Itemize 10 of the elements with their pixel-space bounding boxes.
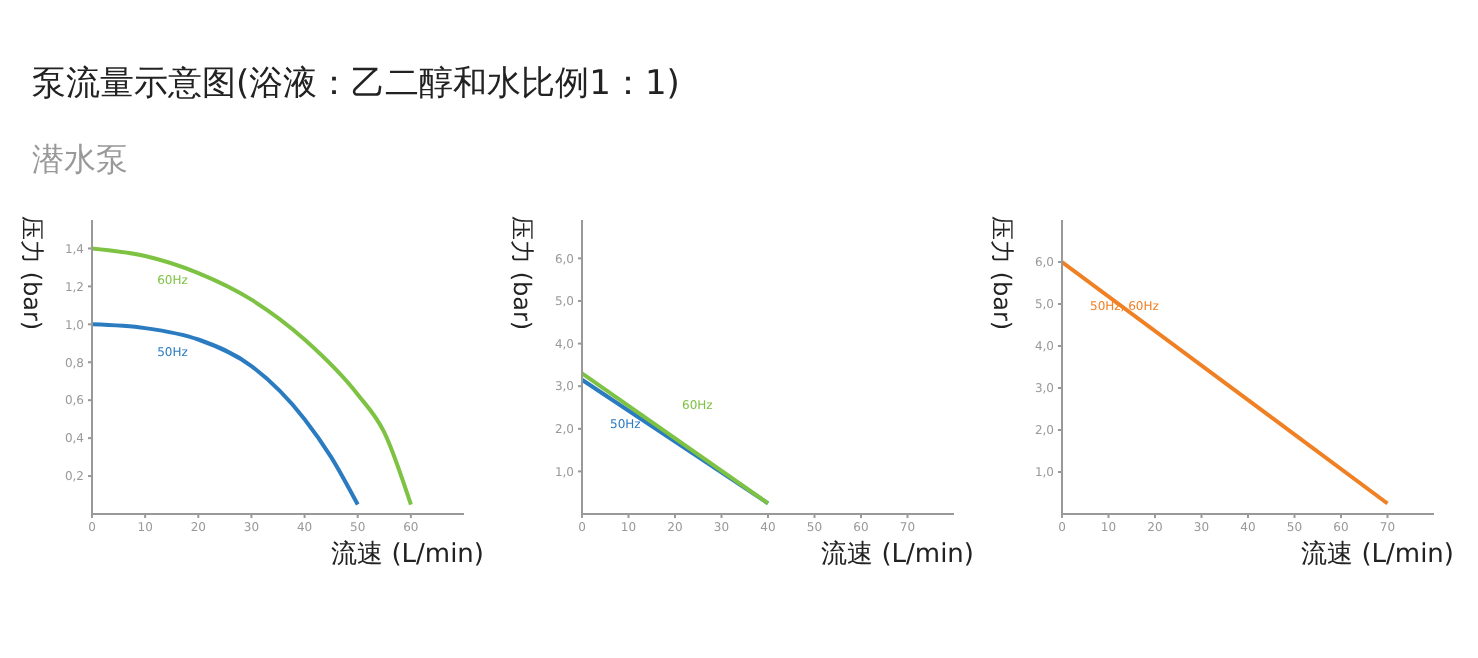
y-axis-title: 压力 (bar) — [506, 216, 538, 331]
x-axis-title: 流速 (L/min) — [1301, 538, 1454, 572]
chart-subtitle: 潜水泵 — [32, 140, 128, 182]
line-series — [92, 322, 360, 507]
x-axis-title: 流速 (L/min) — [821, 538, 974, 572]
line-series — [92, 246, 413, 507]
y-axis-title: 压力 (bar) — [986, 216, 1018, 331]
chart-title: 泵流量示意图(浴液：乙二醇和水比例1：1) — [32, 62, 680, 106]
x-axis-title: 流速 (L/min) — [331, 538, 484, 572]
y-axis-title: 压力 (bar) — [16, 216, 48, 331]
